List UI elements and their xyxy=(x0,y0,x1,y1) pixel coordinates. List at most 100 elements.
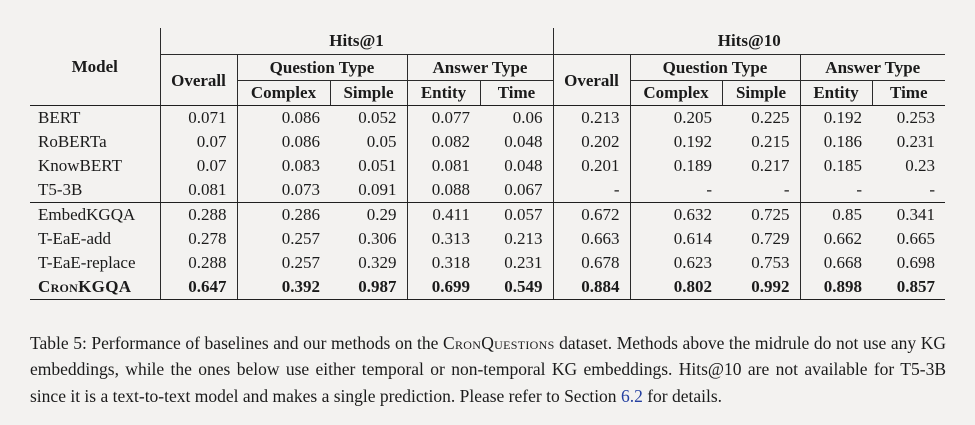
value-cell: 0.549 xyxy=(480,275,554,300)
value-cell: 0.678 xyxy=(553,251,631,275)
value-cell: 0.329 xyxy=(330,251,408,275)
value-cell: 0.185 xyxy=(823,156,862,175)
value-cell: 0.647 xyxy=(160,275,238,300)
value-cell: 0.29 xyxy=(330,202,408,227)
model-name: CronKGQA xyxy=(30,275,161,300)
table-row: T5-3B 0.081 0.073 0.091 0.088 0.067- - - - - xyxy=(30,178,946,203)
value-cell: 0.071 xyxy=(160,105,238,130)
column-header-overall-hits10: Overall xyxy=(553,54,631,106)
column-header-entity-hits1: Entity xyxy=(407,80,481,106)
model-name: T-EaE-add xyxy=(30,227,161,251)
value-cell: 0.699 xyxy=(407,275,480,300)
model-name: T5-3B xyxy=(30,178,161,203)
value-cell: 0.632 xyxy=(673,205,712,224)
value-cell: 0.215 xyxy=(722,130,801,154)
value-cell: 0.672 xyxy=(553,202,631,227)
value-cell: 0.07 xyxy=(160,130,238,154)
value-cell: 0.189 xyxy=(673,156,712,175)
column-header-overall-hits1: Overall xyxy=(160,54,238,106)
value-cell: 0.077 xyxy=(431,108,470,127)
value-cell: 0.278 xyxy=(160,227,238,251)
column-group-answer-type-hits10: Answer Type xyxy=(800,54,946,81)
value-cell: 0.725 xyxy=(722,202,801,227)
value-cell: 0.217 xyxy=(722,154,801,178)
value-cell: 0.729 xyxy=(722,227,801,251)
column-header-time-hits1: Time xyxy=(480,80,554,106)
caption-text-suffix: for details. xyxy=(642,385,723,406)
table-row: T-EaE-add 0.278 0.257 0.306 0.313 0.213 0.663 0… xyxy=(30,227,945,251)
value-cell: 0.753 xyxy=(722,251,801,275)
value-cell: 0.85 xyxy=(832,205,862,224)
value-cell: 0.987 xyxy=(330,275,408,300)
value-cell: 0.231 xyxy=(896,132,936,151)
results-table-container: Model Hits@1 Hits@10 Overall Question Ty… xyxy=(30,28,946,300)
value-cell: 0.201 xyxy=(553,154,631,178)
column-header-simple-hits10: Simple xyxy=(722,80,801,106)
value-cell: 0.086 xyxy=(281,108,320,127)
value-cell: 0.225 xyxy=(722,105,801,130)
value-cell: 0.698 xyxy=(896,253,936,272)
column-header-simple-hits1: Simple xyxy=(330,80,408,106)
header-row-leaf: Complex Simple Entity Time Complex Simpl… xyxy=(30,80,946,106)
value-cell: 0.668 xyxy=(823,253,862,272)
table-row: T-EaE-replace 0.288 0.257 0.329 0.318 0.231 0.… xyxy=(30,251,945,275)
value-cell: 0.231 xyxy=(480,251,554,275)
value-cell: 0.081 xyxy=(431,156,470,175)
value-cell: 0.213 xyxy=(553,105,631,130)
value-cell: 0.614 xyxy=(673,229,712,248)
value-cell: 0.081 xyxy=(160,178,238,203)
value-cell: 0.083 xyxy=(281,156,320,175)
value-cell: - xyxy=(872,178,946,203)
value-cell: 0.205 xyxy=(673,108,712,127)
value-cell: 0.052 xyxy=(330,105,408,130)
table-row: BERT 0.071 0.086 0.052 0.077 0.06 0.213 0.205 0.… xyxy=(30,105,945,130)
value-cell: 0.288 xyxy=(160,251,238,275)
value-cell: 0.091 xyxy=(330,178,408,203)
value-cell: 0.082 xyxy=(431,132,470,151)
value-cell: 0.202 xyxy=(553,130,631,154)
column-header-time-hits10: Time xyxy=(872,80,946,106)
value-cell: 0.318 xyxy=(431,253,470,272)
column-header-entity-hits10: Entity xyxy=(800,80,873,106)
value-cell: 0.665 xyxy=(896,229,936,248)
value-cell: 0.411 xyxy=(432,205,470,224)
value-cell: 0.257 xyxy=(281,253,320,272)
model-name: T-EaE-replace xyxy=(30,251,161,275)
table-row: CronKGQA 0.647 0.392 0.987 0.699 0.549 0.884 0.… xyxy=(30,275,946,300)
value-cell: - xyxy=(800,178,872,203)
table-row: KnowBERT 0.07 0.083 0.051 0.081 0.048 0.201 0.1… xyxy=(30,154,945,178)
value-cell: 0.662 xyxy=(823,229,862,248)
table-row: RoBERTa 0.07 0.086 0.05 0.082 0.048 0.202 0.192… xyxy=(30,130,945,154)
value-cell: 0.213 xyxy=(480,227,554,251)
value-cell: 0.057 xyxy=(480,202,554,227)
caption-text-middle: dataset. Methods above the midrule do no… xyxy=(30,332,947,406)
model-name: EmbedKGQA xyxy=(30,202,161,227)
value-cell: 0.23 xyxy=(905,156,936,175)
value-cell: 0.992 xyxy=(722,275,801,300)
value-cell: 0.086 xyxy=(281,132,320,151)
value-cell: 0.286 xyxy=(281,205,320,224)
value-cell: 0.05 xyxy=(330,130,408,154)
table-caption: Table 5: Performance of baselines and ou… xyxy=(30,330,946,410)
value-cell: 0.288 xyxy=(160,202,238,227)
value-cell: 0.392 xyxy=(237,275,330,300)
section-link[interactable]: 6.2 xyxy=(620,385,643,406)
value-cell: 0.192 xyxy=(823,108,862,127)
column-group-hits10: Hits@10 xyxy=(553,28,946,55)
value-cell: 0.186 xyxy=(823,132,862,151)
value-cell: 0.192 xyxy=(673,132,712,151)
column-group-question-type-hits10: Question Type xyxy=(630,54,801,81)
value-cell: 0.306 xyxy=(330,227,408,251)
value-cell: 0.898 xyxy=(800,275,872,300)
value-cell: 0.048 xyxy=(480,130,554,154)
dataset-name: CronQuestions xyxy=(443,332,555,353)
table-body: BERT 0.071 0.086 0.052 0.077 0.06 0.213 0.205 0.… xyxy=(30,105,946,300)
value-cell: 0.06 xyxy=(480,105,554,130)
value-cell: 0.802 xyxy=(630,275,722,300)
caption-text-prefix: Table 5: Performance of baselines and ou… xyxy=(30,332,444,353)
header-row-subgroups: Overall Question Type Answer Type Overal… xyxy=(30,54,946,106)
value-cell: 0.341 xyxy=(896,205,936,224)
value-cell: - xyxy=(722,178,801,203)
value-cell: - xyxy=(630,178,722,203)
value-cell: 0.051 xyxy=(330,154,408,178)
